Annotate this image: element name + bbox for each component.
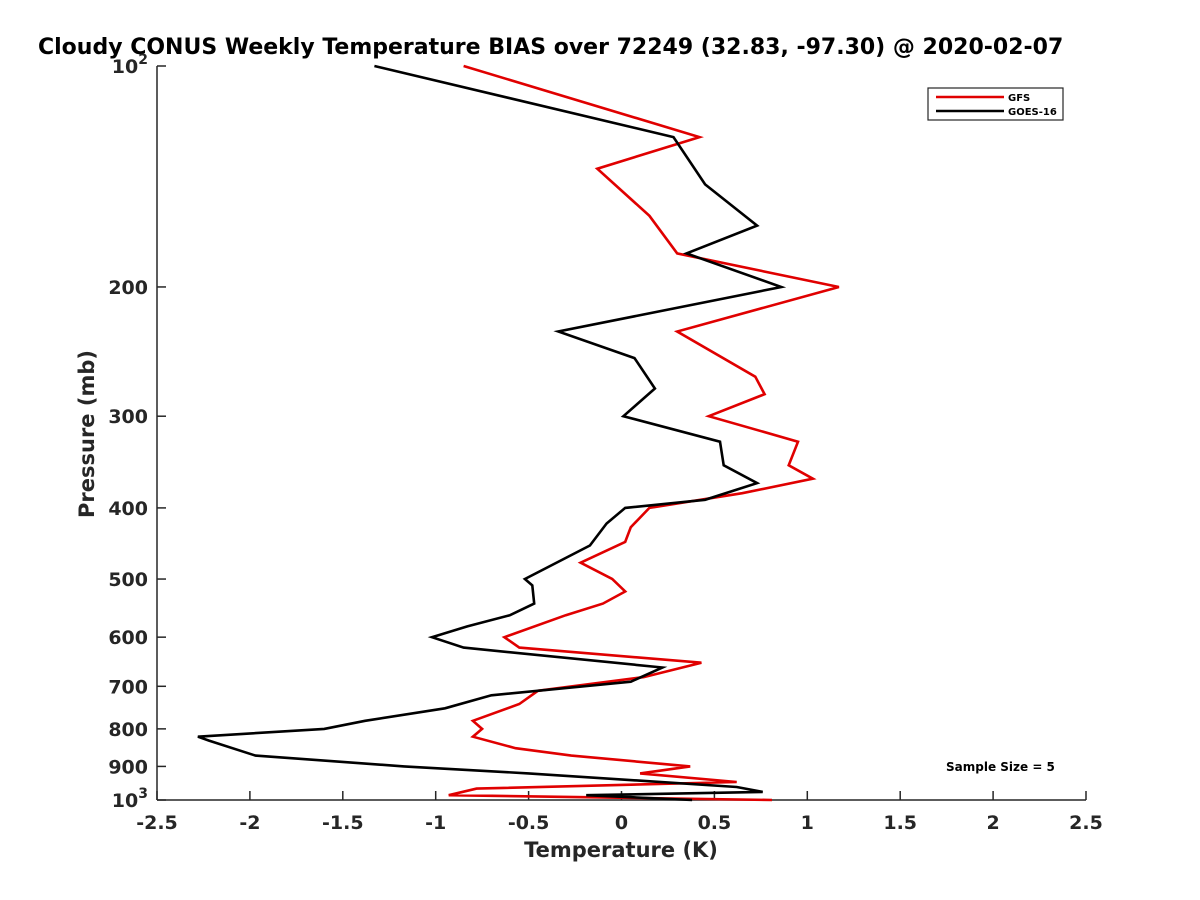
x-tick-label: 0 xyxy=(615,812,628,834)
x-tick-label: -1 xyxy=(425,812,446,834)
y-tick-label-base: 600 xyxy=(108,627,148,649)
legend-entry: GFS xyxy=(1008,93,1030,104)
x-tick-label: 1.5 xyxy=(883,812,917,834)
y-tick-label: 800 xyxy=(108,719,148,741)
y-tick-label-base: 800 xyxy=(108,719,148,741)
series-line-goes-16 xyxy=(197,64,787,802)
series-layer xyxy=(197,64,840,802)
x-tick-label: 2 xyxy=(986,812,999,834)
y-tick-label: 900 xyxy=(108,756,148,778)
y-tick-label-base: 10 xyxy=(112,790,138,812)
y-tick-label: 700 xyxy=(108,676,148,698)
y-tick-label-base: 700 xyxy=(108,676,148,698)
y-tick-label: 300 xyxy=(108,406,148,428)
x-tick-label: -2.5 xyxy=(136,812,178,834)
y-axis-label: Pressure (mb) xyxy=(75,350,99,518)
chart-legend: GFS GOES-16 xyxy=(927,87,1064,121)
y-tick-label: 400 xyxy=(108,498,148,520)
y-tick-label: 200 xyxy=(108,277,148,299)
x-tick-label: 1 xyxy=(801,812,814,834)
series-line-gfs xyxy=(448,64,840,802)
y-tick-label-base: 200 xyxy=(108,277,148,299)
x-tick-label: 0.5 xyxy=(698,812,732,834)
x-axis-label: Temperature (K) xyxy=(524,838,718,862)
y-tick-label-base: 400 xyxy=(108,498,148,520)
x-tick-label: -1.5 xyxy=(322,812,364,834)
y-tick-label-base: 300 xyxy=(108,406,148,428)
y-tick-label-base: 500 xyxy=(108,569,148,591)
y-tick-label-exponent: 2 xyxy=(138,52,148,68)
y-tick-label: 102 xyxy=(112,52,148,78)
y-tick-label: 103 xyxy=(112,786,148,812)
legend-entry: GOES-16 xyxy=(1008,107,1057,118)
y-tick-label-base: 900 xyxy=(108,756,148,778)
x-tick-label: 2.5 xyxy=(1069,812,1103,834)
x-tick-label: -2 xyxy=(239,812,260,834)
y-tick-label: 600 xyxy=(108,627,148,649)
sample-size-annotation: Sample Size = 5 xyxy=(946,760,1055,774)
legend-box xyxy=(927,87,1064,121)
y-tick-label: 500 xyxy=(108,569,148,591)
chart-title: Cloudy CONUS Weekly Temperature BIAS ove… xyxy=(38,35,1063,60)
plot-axes: -2.5 -2 -1.5 -1 -0.5 0 0.5 1 1.5 2 2.5102200300400… xyxy=(108,52,1103,834)
y-tick-label-exponent: 3 xyxy=(138,786,148,802)
y-tick-label-base: 10 xyxy=(112,56,138,78)
x-tick-label: -0.5 xyxy=(508,812,550,834)
